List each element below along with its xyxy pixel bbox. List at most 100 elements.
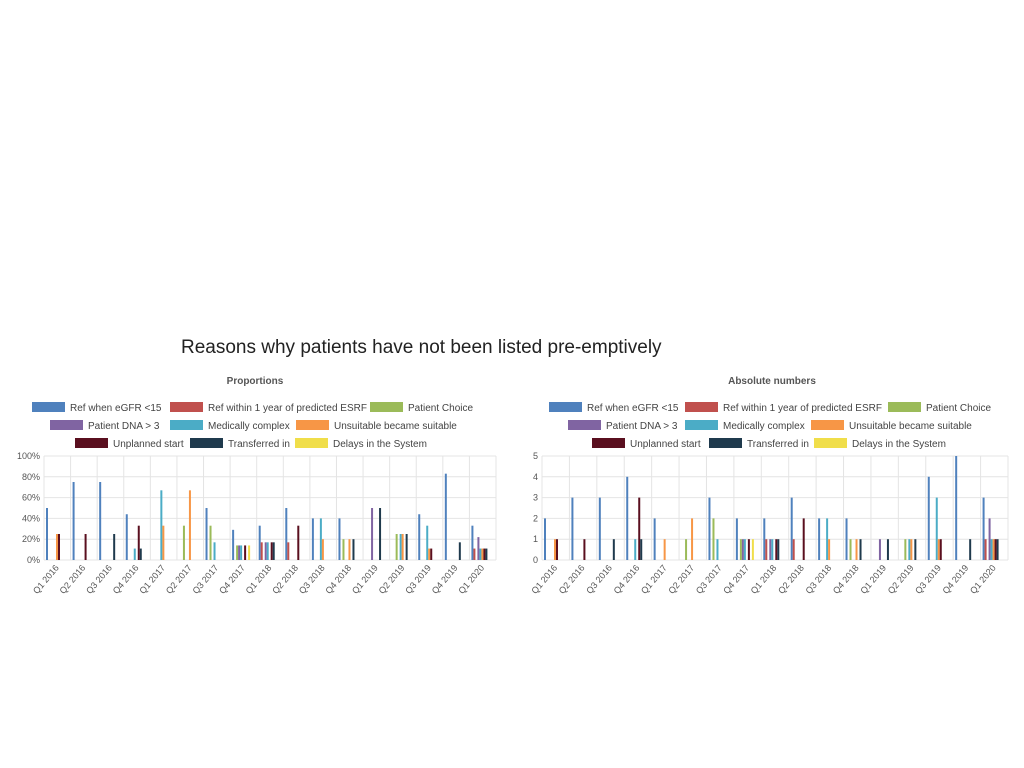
bar-patient-dna-3 xyxy=(988,518,991,560)
bar-ref-when-egfr-15 xyxy=(125,514,128,560)
y-tick-label: 40% xyxy=(22,513,40,523)
bar-delays-in-the-system xyxy=(248,545,251,560)
x-tick-label: Q1 2017 xyxy=(639,563,669,596)
bar-unsuitable-became-suitable xyxy=(828,539,831,560)
legend-swatch-unplanned-start xyxy=(75,438,108,448)
bar-transferred-in xyxy=(914,539,917,560)
bar-ref-within-1-year-of-predicted-esrf xyxy=(473,548,476,560)
bar-medically-complex xyxy=(160,490,163,560)
x-tick-label: Q1 2016 xyxy=(31,563,61,596)
bar-ref-when-egfr-15 xyxy=(927,476,930,560)
bar-transferred-in xyxy=(485,548,488,560)
bar-transferred-in xyxy=(272,542,275,560)
bar-transferred-in xyxy=(405,534,408,560)
legend-swatch-transferred-in xyxy=(709,438,742,448)
x-tick-label: Q3 2018 xyxy=(803,563,833,596)
legend-swatch-unsuitable-became-suitable xyxy=(811,420,844,430)
bar-medically-complex xyxy=(990,539,993,560)
bar-patient-choice xyxy=(685,539,688,560)
x-tick-label: Q2 2016 xyxy=(58,563,88,596)
proportions-chart: Proportions Ref when eGFR <15 Ref within 1… xyxy=(17,376,497,596)
x-tick-label: Q1 2020 xyxy=(968,563,998,596)
bar-transferred-in xyxy=(612,539,615,560)
bar-ref-within-1-year-of-predicted-esrf xyxy=(792,539,795,560)
bar-unsuitable-became-suitable xyxy=(162,525,165,560)
bar-medically-complex xyxy=(240,545,243,560)
bar-unplanned-start xyxy=(556,539,558,560)
bar-unplanned-start xyxy=(244,545,247,560)
bar-ref-when-egfr-15 xyxy=(626,476,629,560)
legend-swatch-ref-when-egfr-15 xyxy=(549,402,582,412)
x-tick-label: Q4 2019 xyxy=(941,563,971,596)
x-tick-label: Q2 2018 xyxy=(270,563,300,596)
bar-medically-complex xyxy=(426,525,429,560)
y-tick-label: 20% xyxy=(22,534,40,544)
absolute-numbers-chart: Absolute numbers Ref when eGFR <15 Ref wit… xyxy=(529,376,1009,596)
legend-swatch-ref-within-1-year-of-predicted-esrf xyxy=(170,402,203,412)
x-tick-label: Q4 2016 xyxy=(612,563,642,596)
bar-patient-choice xyxy=(739,539,742,560)
x-tick-label: Q4 2017 xyxy=(217,563,247,596)
bar-unplanned-start xyxy=(747,539,750,560)
bar-medically-complex xyxy=(935,497,938,560)
bar-ref-when-egfr-15 xyxy=(46,508,48,560)
bar-ref-when-egfr-15 xyxy=(790,497,793,560)
x-tick-label: Q3 2016 xyxy=(84,563,114,596)
bar-unsuitable-became-suitable xyxy=(937,539,940,560)
bar-ref-when-egfr-15 xyxy=(311,518,314,560)
bar-unsuitable-became-suitable xyxy=(910,539,913,560)
legend-swatch-transferred-in xyxy=(190,438,223,448)
legend-label-delays-in-the-system: Delays in the System xyxy=(333,439,427,450)
x-tick-label: Q2 2019 xyxy=(377,563,407,596)
bar-ref-within-1-year-of-predicted-esrf xyxy=(984,539,987,560)
y-tick-label: 100% xyxy=(17,451,40,461)
bar-medically-complex xyxy=(716,539,719,560)
x-tick-label: Q3 2019 xyxy=(403,563,433,596)
legend-label-unsuitable-became-suitable: Unsuitable became suitable xyxy=(849,421,972,432)
bar-unplanned-start xyxy=(583,539,586,560)
bar-ref-when-egfr-15 xyxy=(818,518,821,560)
legend-label-medically-complex: Medically complex xyxy=(723,421,805,432)
bar-medically-complex xyxy=(634,539,637,560)
bar-medically-complex xyxy=(266,542,269,560)
legend-swatch-medically-complex xyxy=(685,420,718,430)
legend-swatch-unsuitable-became-suitable xyxy=(296,420,329,430)
legend-label-ref-when-egfr-15: Ref when eGFR <15 xyxy=(70,403,162,414)
bar-transferred-in xyxy=(379,508,382,560)
legend-label-transferred-in: Transferred in xyxy=(228,439,290,450)
legend-label-ref-within-1-year-of-predicted-esrf: Ref within 1 year of predicted ESRF xyxy=(208,403,367,414)
bar-patient-choice xyxy=(236,545,239,560)
x-tick-label: Q2 2019 xyxy=(886,563,916,596)
legend-swatch-patient-dna-3 xyxy=(568,420,601,430)
bar-unsuitable-became-suitable xyxy=(321,539,324,560)
bar-unsuitable-became-suitable xyxy=(663,539,666,560)
bar-unsuitable-became-suitable xyxy=(188,490,191,560)
legend-label-ref-within-1-year-of-predicted-esrf: Ref within 1 year of predicted ESRF xyxy=(723,403,882,414)
x-tick-label: Q4 2016 xyxy=(111,563,141,596)
bar-patient-dna-3 xyxy=(477,537,480,560)
y-tick-label: 0% xyxy=(27,555,40,565)
y-tick-label: 2 xyxy=(533,513,538,523)
x-tick-label: Q1 2017 xyxy=(137,563,167,596)
bar-medically-complex xyxy=(319,518,322,560)
bar-ref-when-egfr-15 xyxy=(285,508,288,560)
bar-patient-dna-3 xyxy=(371,508,374,560)
bar-patient-dna-3 xyxy=(264,542,267,560)
legend-label-medically-complex: Medically complex xyxy=(208,421,290,432)
legend-swatch-medically-complex xyxy=(170,420,203,430)
y-tick-label: 0 xyxy=(533,555,538,565)
y-tick-label: 5 xyxy=(533,451,538,461)
chart-title: Absolute numbers xyxy=(728,376,816,387)
bar-unplanned-start xyxy=(802,518,805,560)
bar-patient-choice xyxy=(712,518,715,560)
x-tick-label: Q4 2018 xyxy=(323,563,353,596)
bar-unsuitable-became-suitable xyxy=(992,539,995,560)
bar-ref-when-egfr-15 xyxy=(982,497,985,560)
x-tick-label: Q4 2019 xyxy=(430,563,460,596)
legend-swatch-ref-within-1-year-of-predicted-esrf xyxy=(685,402,718,412)
x-tick-label: Q1 2018 xyxy=(749,563,779,596)
bar-patient-dna-3 xyxy=(238,545,241,560)
bar-unsuitable-became-suitable xyxy=(428,548,431,560)
x-tick-label: Q1 2016 xyxy=(529,563,559,596)
bar-transferred-in xyxy=(777,539,780,560)
